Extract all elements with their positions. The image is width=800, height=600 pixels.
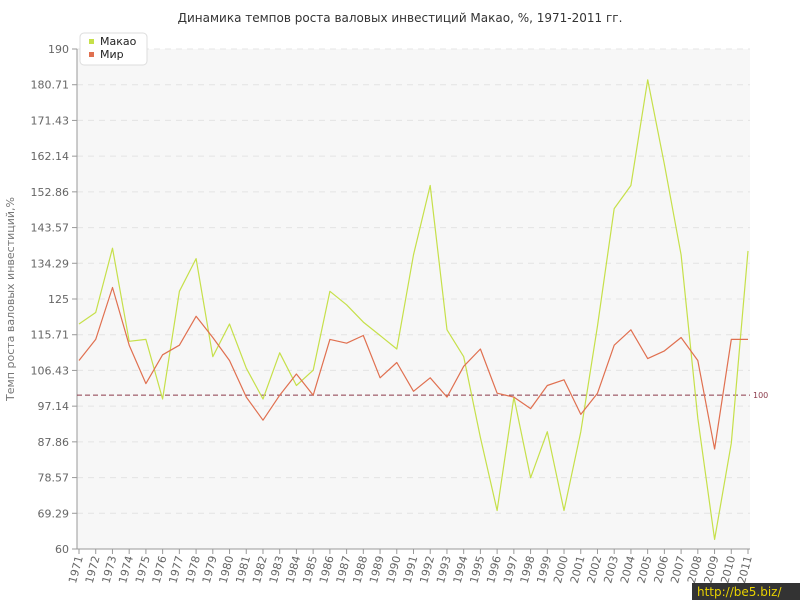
gridlines	[77, 48, 750, 514]
y-tick-label: 60	[55, 543, 69, 556]
watermark[interactable]: http://be5.biz/	[692, 583, 800, 600]
y-tick-label: 115.71	[31, 329, 70, 342]
y-tick-label: 97.14	[38, 400, 70, 413]
y-tick-label: 134.29	[31, 257, 70, 270]
y-tick-label: 180.71	[31, 79, 70, 92]
watermark-background	[692, 583, 800, 600]
y-tick-label: 171.43	[31, 114, 70, 127]
legend-box	[79, 32, 148, 66]
y-axis-ticks: 60 69.29 78.57 87.86 97.14 106.43 115.71 125 134…	[31, 43, 77, 556]
chart-title: Динамика темпов роста валовых инвестиций…	[178, 11, 623, 25]
reference-line: 100	[77, 391, 768, 400]
y-tick-label: 106.43	[31, 364, 70, 377]
legend-swatch	[89, 39, 94, 44]
legend-label[interactable]: Макао	[100, 35, 137, 48]
y-tick-label: 69.29	[38, 507, 70, 520]
legend-label[interactable]: Мир	[100, 48, 124, 61]
y-tick-label: 78.57	[38, 472, 70, 485]
reference-line-label: 100	[753, 391, 768, 400]
y-tick-label: 162.14	[31, 150, 70, 163]
y-axis-label: Темп роста валовых инвестиций,%	[4, 197, 17, 402]
y-tick-label: 143.57	[31, 222, 70, 235]
legend-swatch	[89, 52, 94, 57]
watermark-link[interactable]: http://be5.biz/	[697, 585, 782, 599]
series-line-macao	[78, 79, 749, 541]
series-line-world	[78, 286, 748, 450]
y-tick-label: 125	[48, 293, 69, 306]
y-tick-label: 152.86	[31, 186, 70, 199]
y-tick-label: 190	[48, 43, 69, 56]
y-tick-label: 87.86	[38, 436, 70, 449]
series-group	[78, 79, 749, 541]
